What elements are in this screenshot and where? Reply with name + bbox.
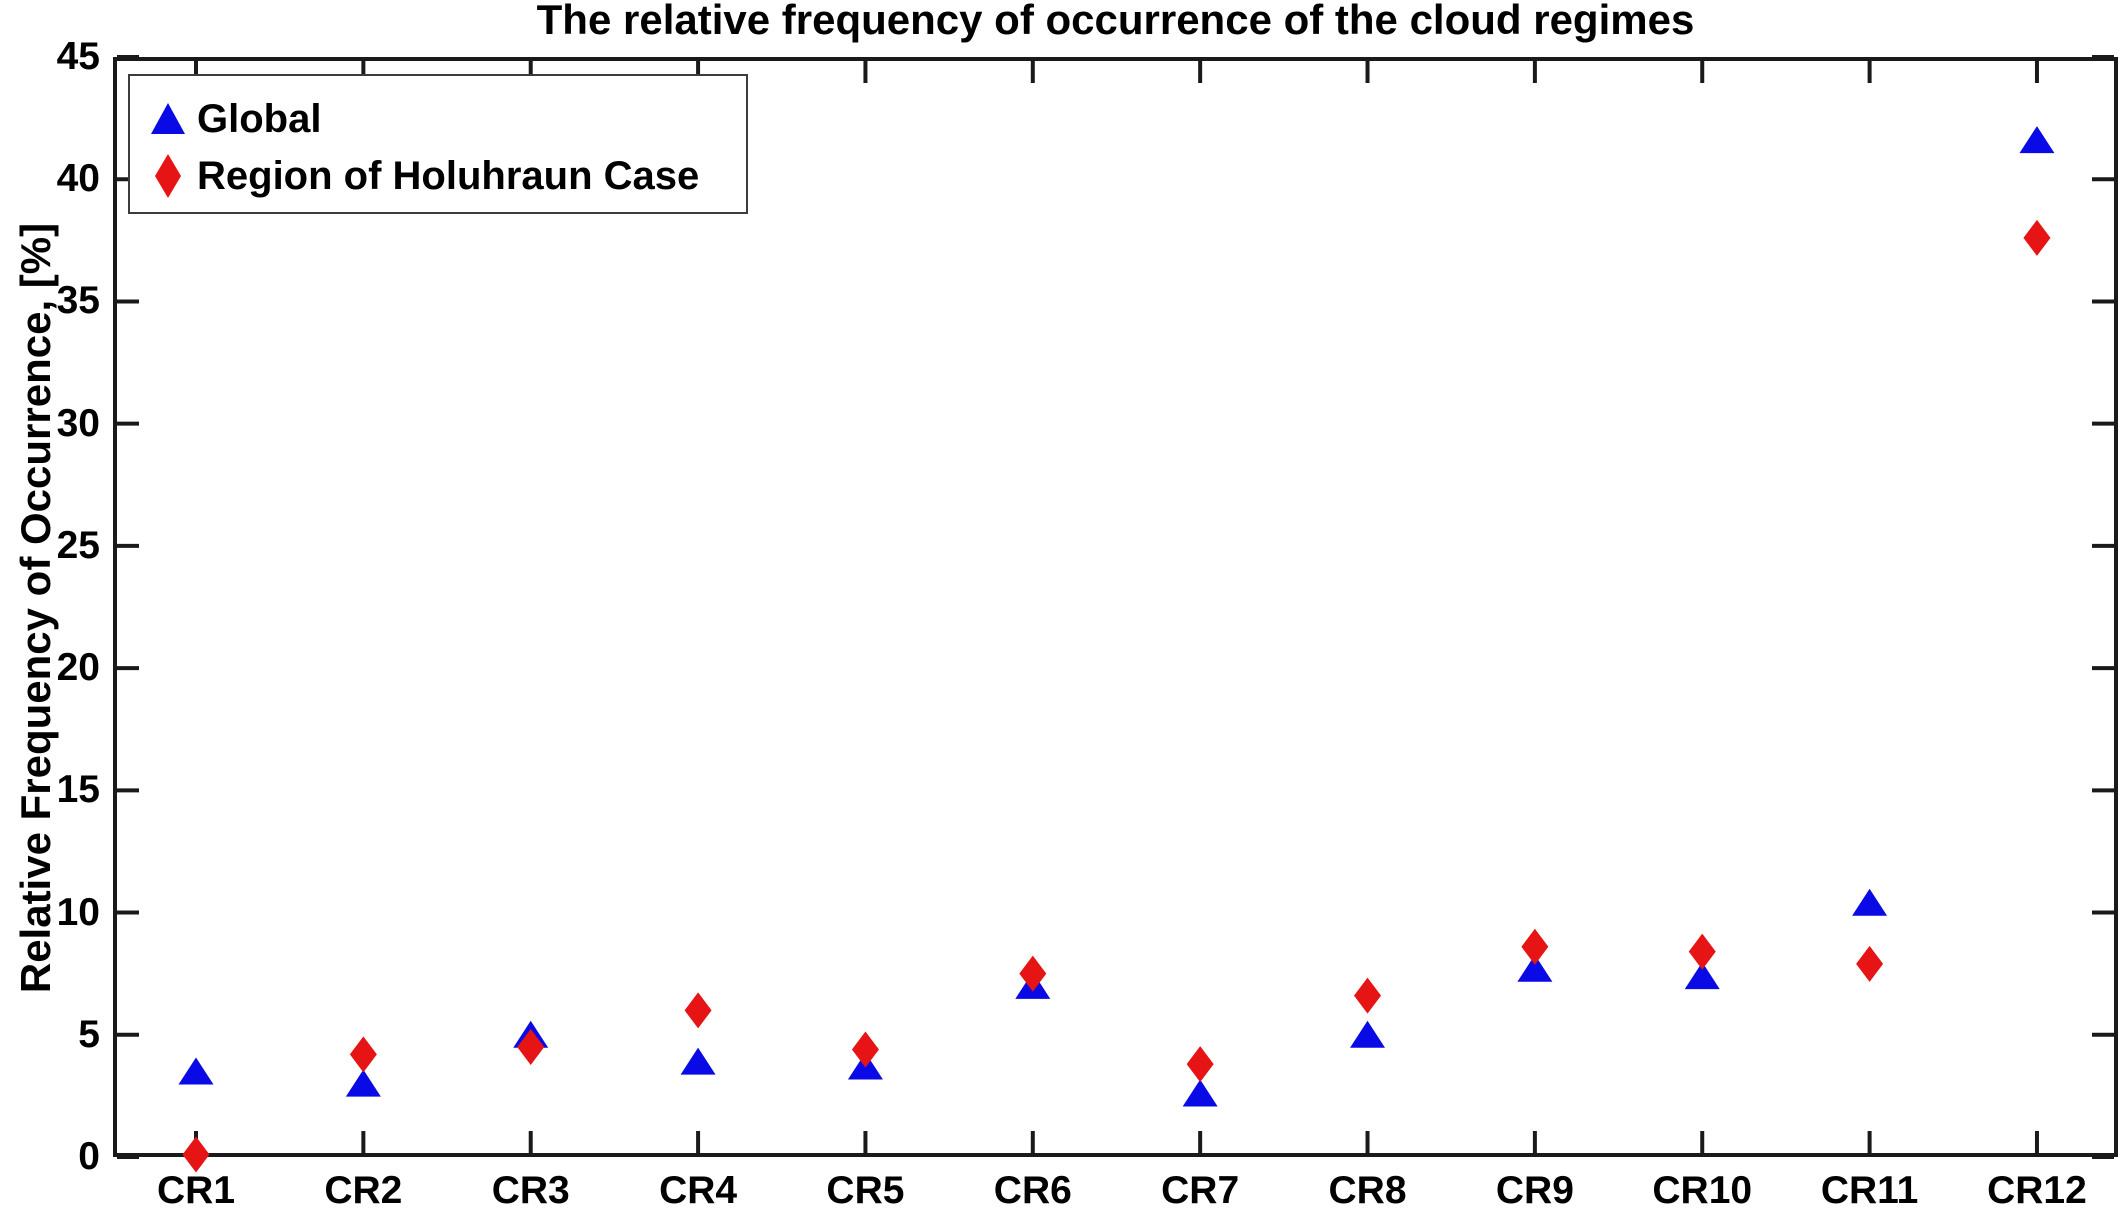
marker-global-CR7 [1182, 1079, 1218, 1107]
marker-global-CR11 [1852, 888, 1888, 916]
x-tick-label: CR2 [324, 1169, 403, 1212]
x-tick-label: CR8 [1328, 1169, 1407, 1212]
marker-region-of-holuhraun-case-CR4 [684, 992, 712, 1029]
legend-item-global: Global [130, 89, 746, 149]
x-tick-label: CR1 [156, 1169, 236, 1212]
x-tick-label: CR3 [491, 1169, 570, 1212]
y-tick-label: 35 [56, 279, 100, 323]
marker-global-CR12 [2019, 126, 2055, 154]
marker-region-of-holuhraun-case-CR9 [1521, 928, 1549, 965]
global-triangle-icon [151, 103, 185, 134]
marker-region-of-holuhraun-case-CR2 [349, 1036, 377, 1073]
legend-item-region: Region of Holuhraun Case [130, 146, 746, 206]
marker-global-CR9 [1517, 954, 1553, 982]
marker-region-of-holuhraun-case-CR12 [2023, 219, 2051, 256]
x-tick-label: CR5 [826, 1169, 905, 1212]
marker-region-of-holuhraun-case-CR7 [1186, 1046, 1214, 1083]
x-tick-label: CR11 [1820, 1169, 1919, 1212]
marker-global-CR8 [1350, 1020, 1386, 1048]
x-tick-label: CR7 [1161, 1169, 1240, 1212]
marker-region-of-holuhraun-case-CR10 [1688, 933, 1716, 970]
legend-label-region: Region of Holuhraun Case [197, 154, 700, 198]
region-diamond-icon [155, 154, 181, 198]
y-tick-label: 15 [56, 768, 100, 812]
legend-label-global: Global [197, 97, 322, 141]
x-tick-label: CR6 [993, 1169, 1072, 1212]
y-tick-label: 30 [56, 401, 100, 445]
marker-region-of-holuhraun-case-CR5 [851, 1031, 879, 1068]
y-tick-label: 10 [56, 890, 100, 934]
plot-area [113, 57, 2118, 1157]
legend: Global Region of Holuhraun Case [128, 74, 748, 214]
y-tick-label: 5 [78, 1012, 100, 1056]
y-tick-label: 40 [56, 157, 100, 201]
marker-global-CR4 [680, 1047, 716, 1075]
x-tick-label: CR12 [1987, 1169, 2087, 1212]
marker-global-CR10 [1684, 962, 1720, 990]
y-tick-label: 20 [56, 646, 100, 690]
marker-global-CR1 [178, 1057, 214, 1085]
marker-region-of-holuhraun-case-CR6 [1019, 955, 1047, 992]
chart-title: The relative frequency of occurrence of … [536, 0, 1695, 43]
marker-region-of-holuhraun-case-CR3 [517, 1029, 545, 1065]
x-tick-label: CR4 [659, 1169, 738, 1212]
y-tick-label: 25 [56, 523, 100, 567]
x-tick-label: CR9 [1495, 1169, 1574, 1212]
y-tick-label: 45 [56, 35, 100, 78]
x-tick-label: CR10 [1652, 1169, 1753, 1212]
marker-region-of-holuhraun-case-CR11 [1856, 945, 1884, 982]
marker-region-of-holuhraun-case-CR8 [1354, 977, 1382, 1014]
y-tick-label: 0 [78, 1135, 100, 1178]
marker-global-CR2 [345, 1069, 381, 1097]
marker-region-of-holuhraun-case-CR1 [182, 1136, 210, 1173]
